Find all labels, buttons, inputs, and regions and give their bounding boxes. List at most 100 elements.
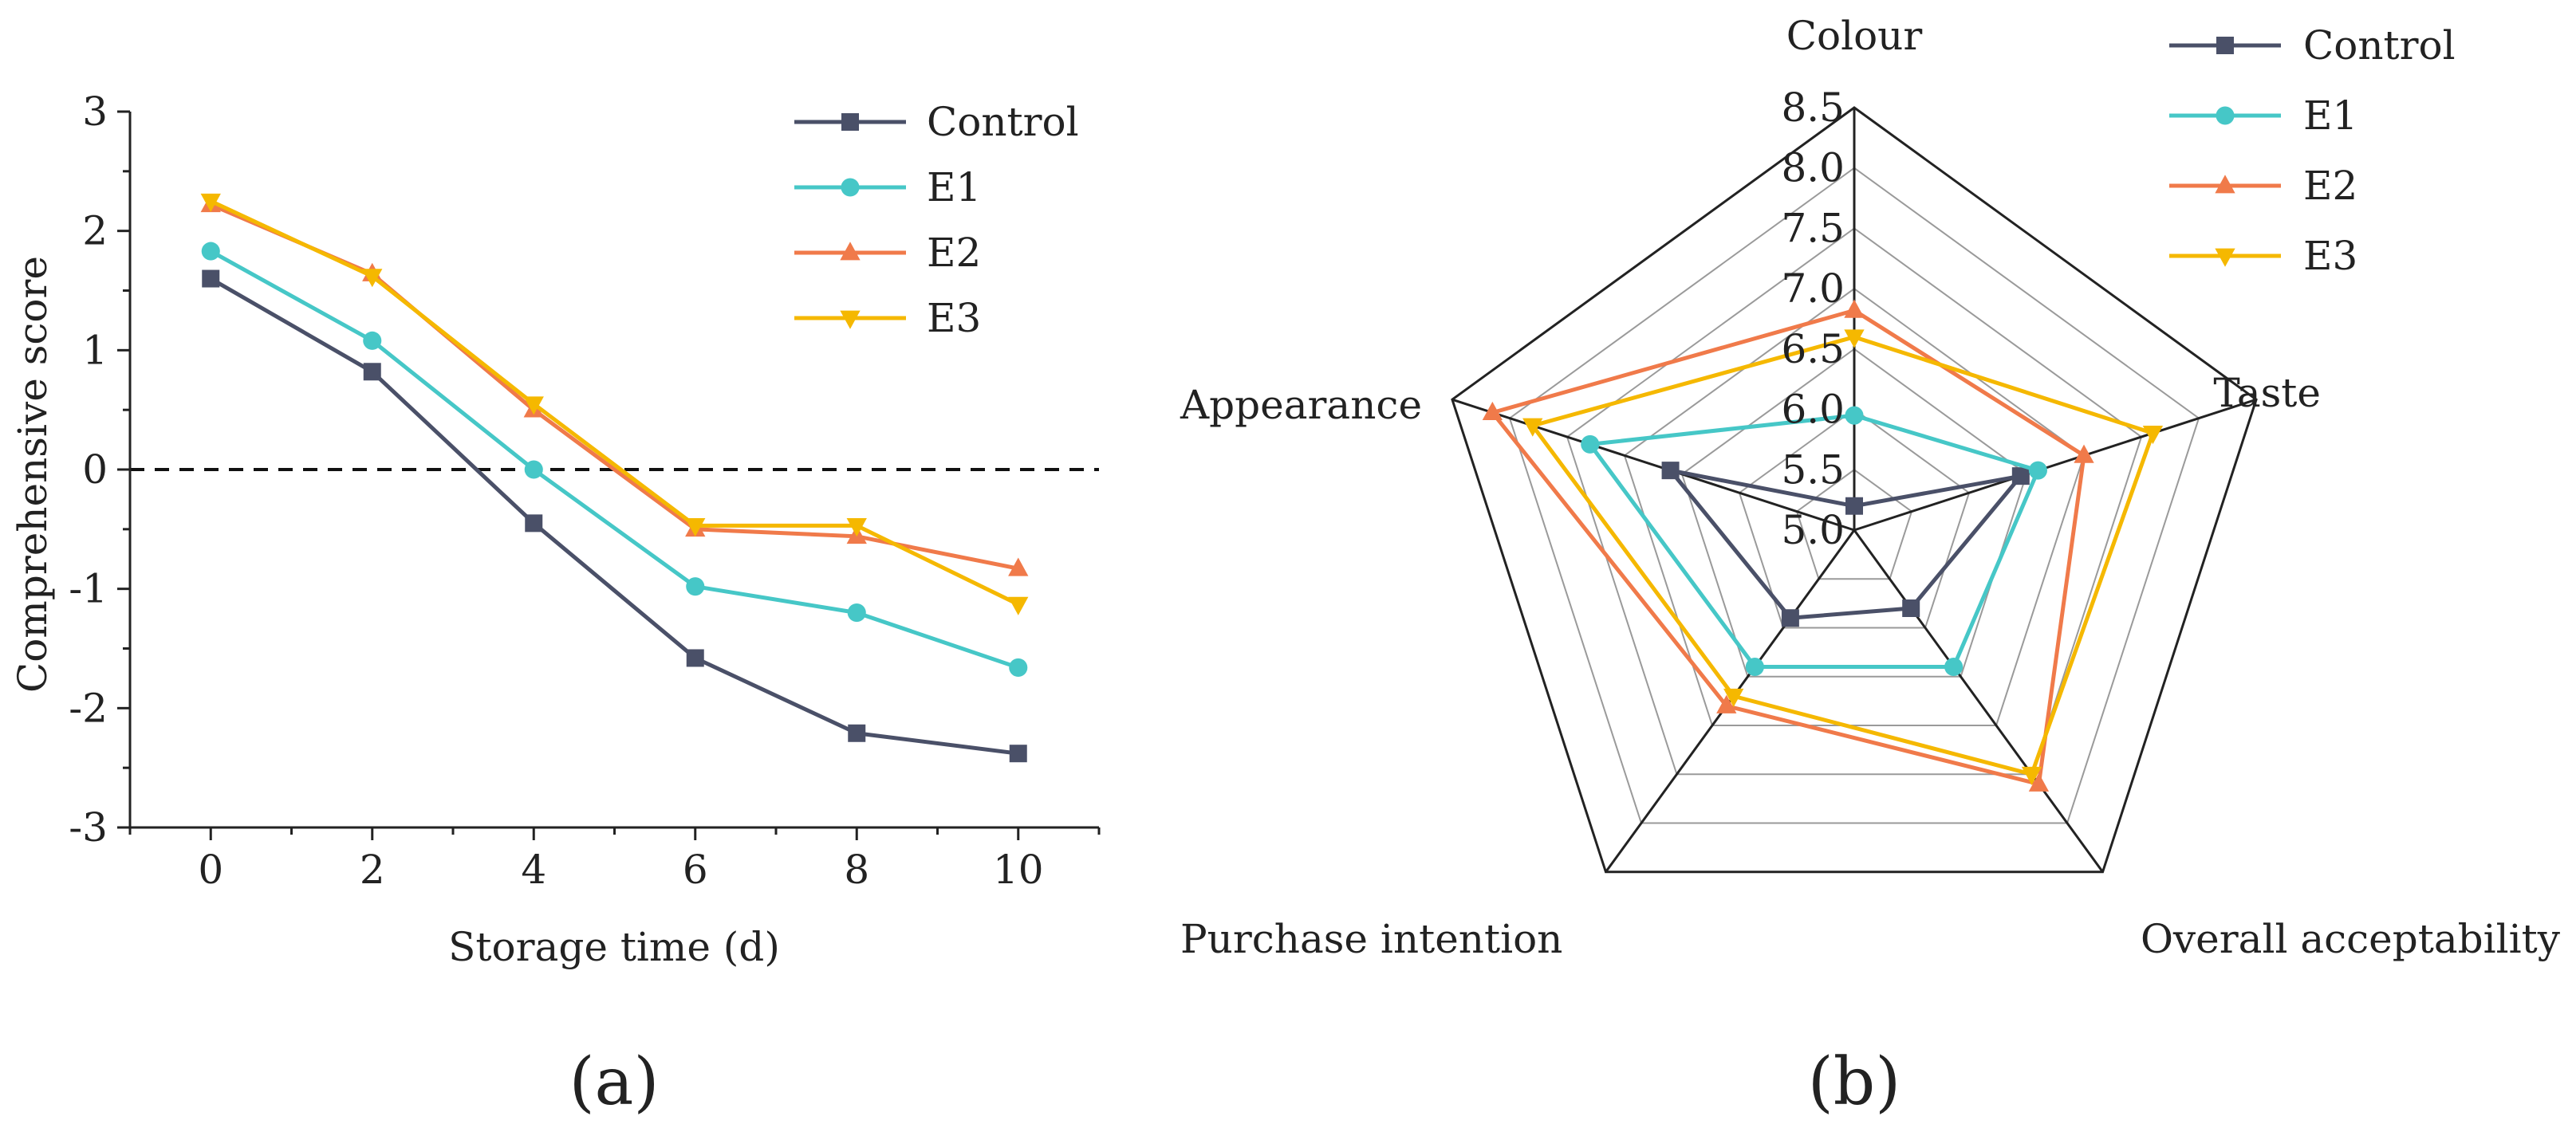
radar-outline-control: [1668, 468, 2023, 620]
line-chart-axes: -3 -2 -1 0 1 2 3 0 2 4 6 8 10: [69, 88, 1101, 893]
radar-axis-label-appearance: Appearance: [1180, 382, 1422, 428]
radar-point-e2: [2074, 444, 2094, 463]
radar-point-control: [2011, 467, 2030, 485]
data-point-e1: [363, 331, 382, 350]
radar-legend-label-e1: E1: [2303, 92, 2357, 139]
data-point-e1: [847, 603, 866, 623]
radar-outline-e3: [1530, 335, 2155, 776]
panel-label-b: (b): [1808, 1044, 1900, 1120]
radar-point-e3: [2142, 425, 2164, 445]
radar-legend-marker-e2: [2215, 175, 2235, 194]
radar-tick-label: 8.0: [1781, 145, 1845, 191]
y-tick-label: 3: [82, 88, 108, 135]
radar-legend-label-e3: E3: [2303, 233, 2357, 279]
series-e3: [200, 193, 1029, 615]
radar-point-e2: [1844, 299, 1865, 318]
radar-tick-label: 6.5: [1781, 326, 1845, 372]
radar-point-e3: [2021, 766, 2042, 786]
legend-label-control: Control: [927, 99, 1079, 145]
radar-tick-label: 7.0: [1781, 265, 1845, 312]
data-point-control: [363, 363, 381, 381]
line-chart-panel: -3 -2 -1 0 1 2 3 0 2 4 6 8 10 Control E1 E2 E3 Storage …: [10, 88, 1101, 1120]
radar-grid-ring: [1680, 348, 2028, 678]
radar-grid-ring: [1508, 167, 2200, 824]
y-axis-title: Comprehensive score: [10, 256, 56, 693]
radar-point-e2: [1716, 694, 1737, 713]
radar-point-control: [1661, 462, 1680, 480]
radar-spoke: [1853, 398, 2257, 532]
radar-point-control: [1845, 497, 1863, 515]
x-axis-title: Storage time (d): [448, 924, 780, 970]
radar-grid-ring: [1623, 287, 2086, 727]
radar-legend-marker-e1: [2216, 106, 2235, 125]
series-line-control: [210, 277, 1019, 756]
data-point-e3: [523, 396, 544, 415]
radar-point-control: [1781, 609, 1799, 627]
radar-tick-labels: 5.0 5.5 6.0 6.5 7.0 7.5 8.0 8.5: [1781, 85, 1845, 553]
radar-series-e2: [1482, 299, 2094, 792]
series-line-e1: [210, 249, 1019, 670]
radar-tick-label: 7.5: [1781, 205, 1845, 251]
radar-chart-panel: 5.0 5.5 6.0 6.5 7.0 7.5 8.0 8.5 Colour Taste Over…: [1180, 13, 2561, 1120]
legend-label-e2: E2: [927, 230, 981, 276]
radar-tick-label: 6.0: [1781, 387, 1845, 433]
x-tick-label: 6: [683, 847, 708, 893]
line-chart-legend: Control E1 E2 E3: [794, 99, 1079, 341]
radar-grid-ring: [1738, 408, 1971, 629]
legend-label-e1: E1: [927, 164, 981, 210]
radar-legend-label-e2: E2: [2303, 163, 2357, 209]
data-point-control: [525, 514, 543, 533]
data-point-control: [202, 269, 220, 288]
radar-point-e1: [1944, 657, 1964, 677]
data-point-e3: [200, 193, 221, 212]
series-e1: [201, 242, 1028, 677]
radar-series-e3: [1522, 329, 2164, 786]
radar-legend-marker-control: [2216, 37, 2234, 54]
data-point-e3: [1008, 596, 1029, 615]
y-tick-label: -3: [69, 804, 108, 851]
radar-point-e1: [2028, 461, 2047, 480]
data-point-control: [848, 724, 866, 742]
radar-tick-label: 8.5: [1781, 85, 1845, 131]
radar-axis-label-overall-acceptability: Overall acceptability: [2141, 916, 2561, 962]
y-tick-label: 1: [82, 327, 108, 373]
radar-axis-label-purchase-intention: Purchase intention: [1180, 916, 1562, 962]
radar-point-e3: [1723, 688, 1744, 708]
radar-point-e2: [2028, 772, 2050, 792]
panel-label-a: (a): [569, 1044, 660, 1120]
radar-point-e2: [1482, 401, 1503, 420]
radar-spoke: [1605, 529, 1856, 873]
legend-label-e3: E3: [927, 295, 981, 341]
radar-series-layer: [1482, 299, 2164, 792]
data-point-control: [686, 649, 704, 667]
radar-point-e3: [1844, 329, 1865, 348]
data-point-e1: [686, 577, 705, 596]
data-point-control: [1009, 745, 1027, 763]
x-tick-label: 0: [198, 847, 223, 893]
line-chart-series-layer: [200, 193, 1029, 763]
data-point-e3: [846, 517, 867, 537]
radar-outline-e2: [1490, 308, 2086, 787]
legend-marker-e2: [840, 242, 861, 261]
radar-point-control: [1902, 599, 1920, 618]
data-point-e1: [524, 460, 543, 479]
radar-grid: [1451, 106, 2258, 874]
data-point-e1: [1009, 658, 1028, 677]
radar-spoke: [1853, 529, 2104, 873]
y-tick-label: -2: [69, 685, 108, 731]
x-tick-label: 2: [360, 847, 385, 893]
radar-axis-label-colour: Colour: [1786, 13, 1923, 59]
data-point-e2: [1008, 557, 1029, 576]
radar-point-e1: [1581, 434, 1600, 454]
radar-legend-label-control: Control: [2303, 22, 2456, 69]
legend-marker-control: [841, 113, 859, 131]
radar-tick-label: 5.5: [1781, 446, 1845, 493]
legend-marker-e1: [841, 178, 860, 197]
x-tick-label: 4: [521, 847, 546, 893]
legend-marker-e3: [840, 310, 861, 329]
y-tick-label: 0: [82, 446, 108, 493]
radar-tick-label: 5.0: [1781, 507, 1845, 553]
radar-spoke: [1451, 398, 1855, 532]
